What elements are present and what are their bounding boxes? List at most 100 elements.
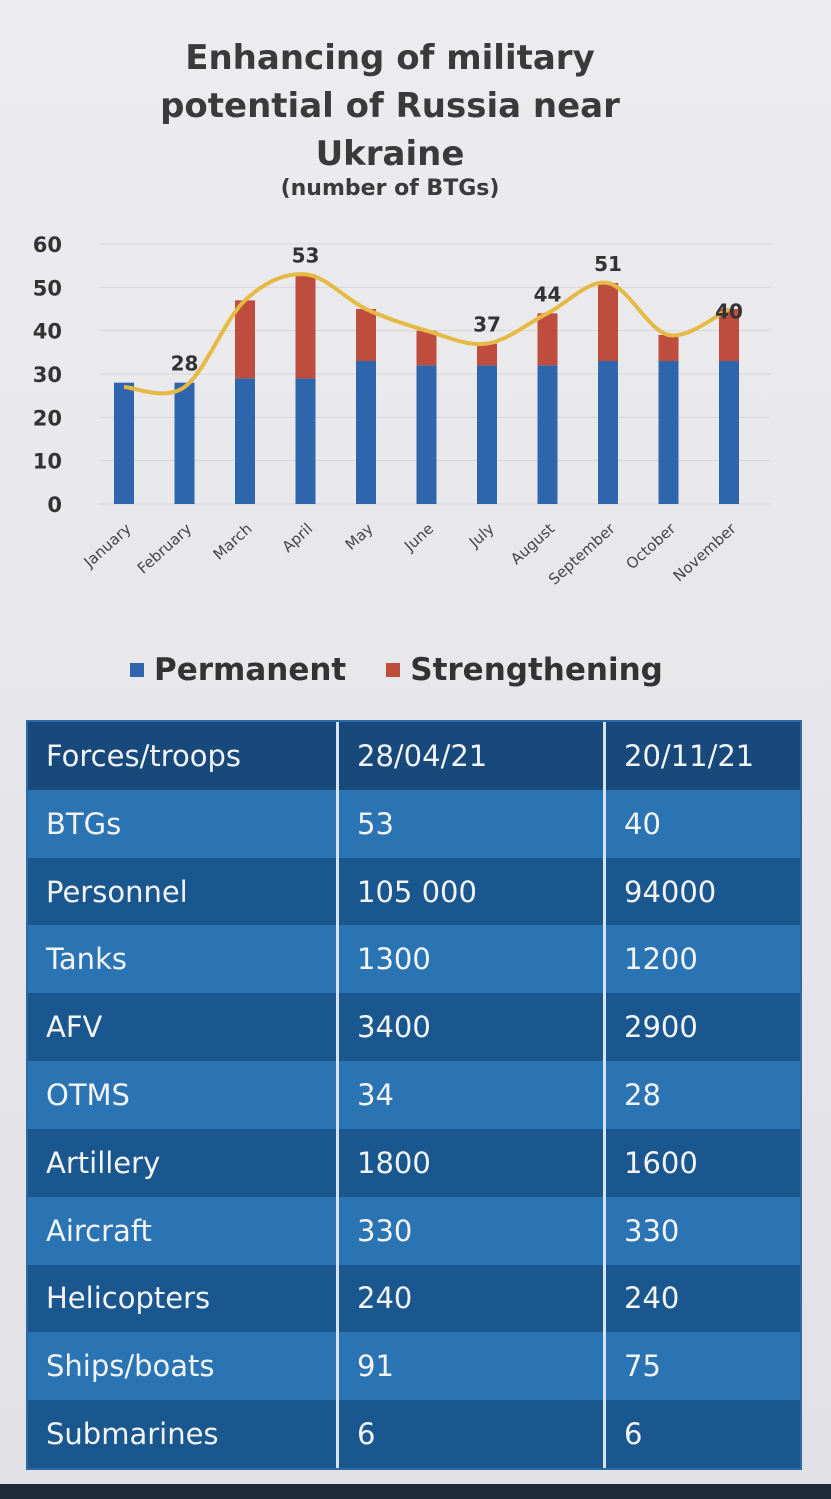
- bar-permanent-june: [416, 365, 437, 504]
- table-cell: 1200: [624, 942, 698, 977]
- table-row: BTGs 53 40: [28, 789, 800, 858]
- bar-strengthening-march: [235, 300, 255, 379]
- bar-permanent-november: [719, 361, 739, 504]
- bar-strengthening-april: [295, 274, 316, 379]
- x-tick-label: February: [134, 520, 196, 578]
- y-tick-label: 0: [47, 493, 62, 517]
- y-tick-label: 30: [33, 363, 62, 387]
- legend-swatch-strengthening: [386, 663, 401, 677]
- table-cell: 1800: [337, 1128, 606, 1197]
- table-header-cell: 20/11/21: [624, 738, 755, 773]
- data-label: 53: [292, 243, 320, 267]
- x-tick-label: April: [279, 520, 317, 556]
- legend-swatch-permanent: [130, 663, 144, 677]
- x-tick-label: June: [400, 520, 437, 556]
- table-row: OTMS 34 28: [28, 1061, 800, 1129]
- table-row: Ships/boats 91 75: [28, 1332, 800, 1401]
- chart-title: Enhancing of military potential of Russi…: [160, 38, 620, 174]
- table-cell: 330: [337, 1196, 606, 1265]
- bar-permanent-may: [356, 361, 376, 504]
- x-tick-label: July: [465, 520, 498, 552]
- data-label: 40: [715, 300, 743, 324]
- data-label: 51: [594, 252, 622, 276]
- table-cell: AFV: [28, 993, 339, 1062]
- table-cell: 40: [624, 806, 661, 841]
- table-cell: 94000: [624, 874, 717, 909]
- bar-strengthening-august: [537, 313, 558, 366]
- table-cell: 75: [624, 1349, 661, 1384]
- bar-permanent-january: [114, 382, 134, 504]
- table-cell: 28: [624, 1077, 661, 1112]
- table-cell: Ships/boats: [28, 1332, 339, 1401]
- table-cell: 34: [337, 1061, 606, 1129]
- table-row: Submarines 6 6: [28, 1400, 800, 1468]
- table-cell: Aircraft: [28, 1196, 339, 1265]
- legend-item-strengthening: Strengthening: [386, 652, 663, 688]
- bar-permanent-february: [174, 382, 195, 504]
- bar-permanent-march: [235, 378, 255, 504]
- chart-legend: Permanent Strengthening: [130, 648, 663, 692]
- table-cell: 6: [337, 1400, 606, 1468]
- bar-strengthening-may: [356, 309, 376, 361]
- trend-line: [123, 272, 730, 396]
- legend-item-permanent: Permanent: [130, 652, 346, 688]
- table-cell: Personnel: [28, 857, 339, 926]
- y-tick-label: 40: [33, 320, 62, 344]
- table-cell: BTGs: [28, 789, 339, 858]
- table-header-cell: Forces/troops: [28, 722, 339, 790]
- bar-strengthening-november: [719, 309, 739, 361]
- table-cell: 240: [624, 1281, 680, 1316]
- legend-label-strengthening: Strengthening: [410, 652, 663, 688]
- bar-strengthening-september: [598, 283, 618, 361]
- bar-permanent-september: [598, 361, 618, 504]
- table-cell: 105 000: [337, 857, 606, 926]
- table-cell: 3400: [337, 993, 606, 1062]
- table-cell: 53: [337, 789, 606, 858]
- legend-label-permanent: Permanent: [154, 652, 347, 688]
- table-cell: 2900: [624, 1010, 698, 1045]
- y-tick-label: 60: [33, 233, 62, 257]
- forces-table: Forces/troops 28/04/21 20/11/21 BTGs 53 …: [28, 722, 800, 1468]
- x-tick-label: March: [210, 520, 256, 564]
- forces-table-container: Forces/troops 28/04/21 20/11/21 BTGs 53 …: [28, 722, 800, 1468]
- chart-subtitle: (number of BTGs): [280, 176, 500, 201]
- y-tick-label: 50: [33, 276, 62, 300]
- x-tick-label: September: [545, 519, 619, 588]
- x-tick-label: October: [623, 519, 680, 573]
- x-tick-label: January: [80, 520, 135, 572]
- table-cell: OTMS: [28, 1061, 339, 1129]
- bottom-edge-strip: [0, 1484, 831, 1499]
- y-tick-label: 20: [33, 406, 62, 430]
- data-label: 37: [473, 313, 501, 337]
- x-tick-label: August: [507, 520, 558, 569]
- bar-permanent-july: [477, 365, 497, 504]
- table-row: Helicopters 240 240: [28, 1264, 800, 1333]
- table-cell: 1300: [337, 925, 606, 994]
- bar-strengthening-october: [658, 335, 679, 361]
- table-cell: 330: [624, 1213, 680, 1248]
- table-cell: 240: [337, 1264, 606, 1333]
- data-label: 44: [534, 282, 562, 306]
- table-header-cell: 28/04/21: [337, 722, 606, 790]
- table-cell: Artillery: [28, 1128, 339, 1197]
- data-label: 28: [171, 352, 199, 376]
- x-tick-label: November: [670, 519, 741, 585]
- table-cell: 91: [337, 1332, 606, 1401]
- table-row: Personnel 105 000 94000: [28, 857, 800, 926]
- table-row: Tanks 1300 1200: [28, 925, 800, 994]
- table-row: Aircraft 330 330: [28, 1196, 800, 1265]
- table-row: AFV 3400 2900: [28, 993, 800, 1062]
- table-header-row: Forces/troops 28/04/21 20/11/21: [28, 722, 800, 790]
- x-tick-label: May: [342, 520, 377, 554]
- bar-permanent-april: [295, 378, 316, 504]
- bar-permanent-october: [658, 361, 679, 504]
- bar-strengthening-july: [477, 343, 497, 366]
- bar-strengthening-june: [416, 330, 437, 366]
- table-cell: Helicopters: [28, 1264, 339, 1333]
- table-cell: Submarines: [28, 1400, 339, 1468]
- stacked-bar-chart: 0 10 20 30 40 50 60 January February March April Ma…: [33, 233, 770, 588]
- table-cell: Tanks: [28, 925, 339, 994]
- table-row: Artillery 1800 1600: [28, 1128, 800, 1197]
- bar-permanent-august: [537, 365, 558, 504]
- table-cell: 6: [624, 1417, 643, 1452]
